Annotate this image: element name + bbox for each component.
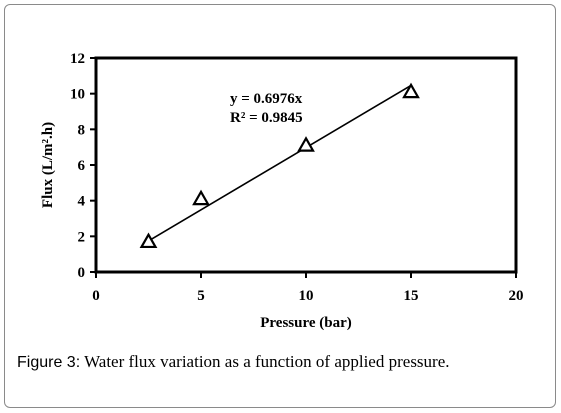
x-tick-label: 15 bbox=[404, 288, 419, 304]
x-axis-ticks: 0 5 10 15 20 bbox=[92, 272, 524, 304]
data-point bbox=[139, 232, 158, 249]
data-point bbox=[297, 136, 315, 152]
data-points bbox=[139, 82, 420, 249]
y-axis-ticks: 0 2 4 6 8 10 12 bbox=[70, 51, 96, 281]
y-tick-label: 8 bbox=[78, 122, 86, 138]
x-tick-label: 20 bbox=[509, 288, 524, 304]
trendline-r-squared: R² = 0.9845 bbox=[230, 110, 303, 126]
x-tick-label: 10 bbox=[299, 288, 314, 304]
data-point bbox=[192, 189, 210, 206]
figure-caption-text: Water flux variation as a function of ap… bbox=[80, 352, 450, 371]
figure-caption-label: Figure 3: bbox=[17, 354, 81, 371]
y-tick-label: 0 bbox=[78, 265, 86, 281]
plot-area-frame bbox=[94, 56, 518, 274]
y-tick-label: 4 bbox=[78, 194, 86, 210]
trendline-group bbox=[148, 84, 412, 242]
data-point bbox=[402, 82, 420, 99]
x-tick-label: 0 bbox=[92, 288, 100, 304]
y-tick-label: 6 bbox=[78, 158, 86, 174]
y-tick-label: 12 bbox=[70, 51, 85, 67]
figure-caption: Figure 3: Water flux variation as a func… bbox=[17, 352, 450, 372]
x-tick-label: 5 bbox=[197, 288, 205, 304]
y-tick-label: 10 bbox=[70, 87, 85, 103]
y-axis-title: Flux (L/m².h) bbox=[40, 122, 56, 208]
trendline bbox=[148, 84, 412, 242]
x-axis-title: Pressure (bar) bbox=[260, 315, 352, 331]
y-tick-label: 2 bbox=[78, 229, 86, 245]
trendline-equation: y = 0.6976x bbox=[230, 91, 303, 107]
